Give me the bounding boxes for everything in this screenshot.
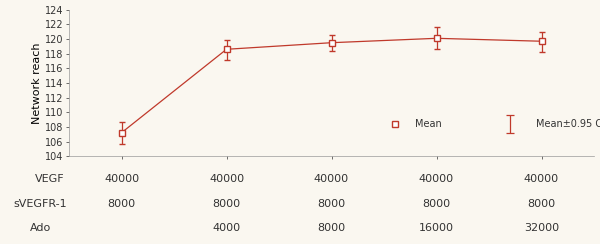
Text: VEGF: VEGF xyxy=(35,174,65,184)
Text: 8000: 8000 xyxy=(107,199,136,209)
Text: 8000: 8000 xyxy=(317,199,346,209)
Y-axis label: Network reach: Network reach xyxy=(32,42,42,124)
Text: 40000: 40000 xyxy=(209,174,244,184)
Text: 40000: 40000 xyxy=(419,174,454,184)
Text: Mean: Mean xyxy=(415,119,442,129)
Text: 8000: 8000 xyxy=(422,199,451,209)
Text: 16000: 16000 xyxy=(419,223,454,233)
Text: 32000: 32000 xyxy=(524,223,559,233)
Text: 8000: 8000 xyxy=(527,199,556,209)
Text: Ado: Ado xyxy=(30,223,51,233)
Text: 8000: 8000 xyxy=(317,223,346,233)
Text: sVEGFR-1: sVEGFR-1 xyxy=(14,199,67,209)
Text: 40000: 40000 xyxy=(314,174,349,184)
Text: 40000: 40000 xyxy=(524,174,559,184)
Text: Mean±0.95 Conf. Interval: Mean±0.95 Conf. Interval xyxy=(536,119,600,129)
Text: 8000: 8000 xyxy=(212,199,241,209)
Text: 4000: 4000 xyxy=(212,223,241,233)
Text: 40000: 40000 xyxy=(104,174,139,184)
